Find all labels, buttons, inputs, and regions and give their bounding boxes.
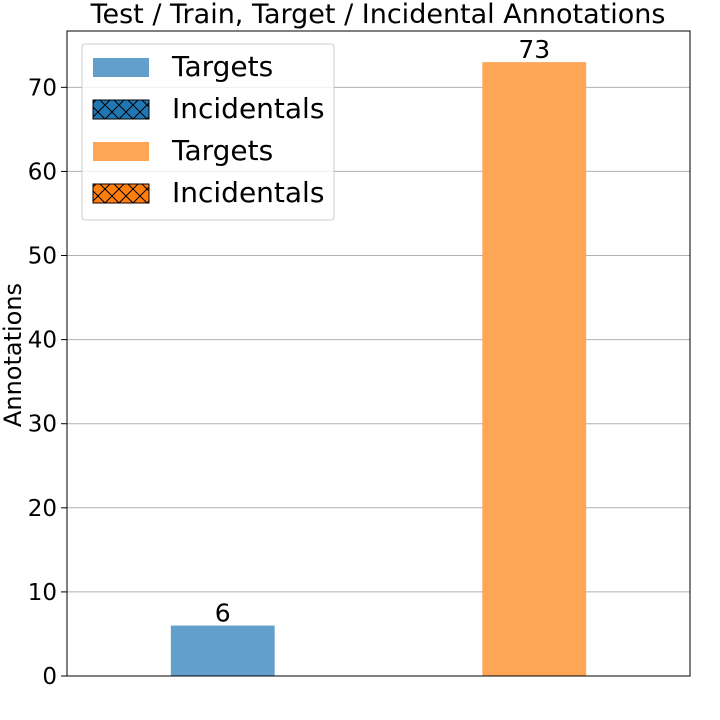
bar-value-label: 73 [518, 35, 550, 64]
legend-label: Incidentals [172, 92, 324, 125]
legend-swatch-hatch [92, 99, 150, 120]
y-tick-label: 70 [28, 75, 57, 101]
legend-swatch [93, 58, 149, 77]
y-axis-ticks: 0 10 20 30 40 50 60 70 [28, 75, 67, 690]
y-tick-label: 30 [28, 412, 57, 438]
y-tick-label: 50 [28, 244, 57, 270]
y-tick-label: 40 [28, 328, 57, 354]
legend-label: Targets [171, 134, 273, 167]
legend-box [81, 43, 335, 221]
legend-label: Incidentals [172, 176, 324, 209]
legend-swatch-hatch [92, 183, 150, 204]
axes-frame [66, 30, 691, 677]
y-tick-label: 10 [28, 580, 57, 606]
y-axis-label: Annotations [0, 283, 27, 427]
legend-swatch [93, 142, 149, 161]
bar [170, 625, 275, 676]
bars-group [170, 62, 587, 676]
y-tick-label: 60 [28, 159, 57, 185]
legend: Targets Incidentals Targets Incidentals [81, 43, 335, 221]
chart-title: Test / Train, Target / Incidental Annota… [90, 0, 666, 30]
y-tick-label: 20 [28, 496, 57, 522]
bar-value-label: 6 [215, 599, 231, 628]
y-tick-label: 0 [42, 664, 57, 690]
legend-label: Targets [171, 50, 273, 83]
bar [482, 62, 587, 676]
data-labels-group: 6 73 [215, 35, 550, 627]
